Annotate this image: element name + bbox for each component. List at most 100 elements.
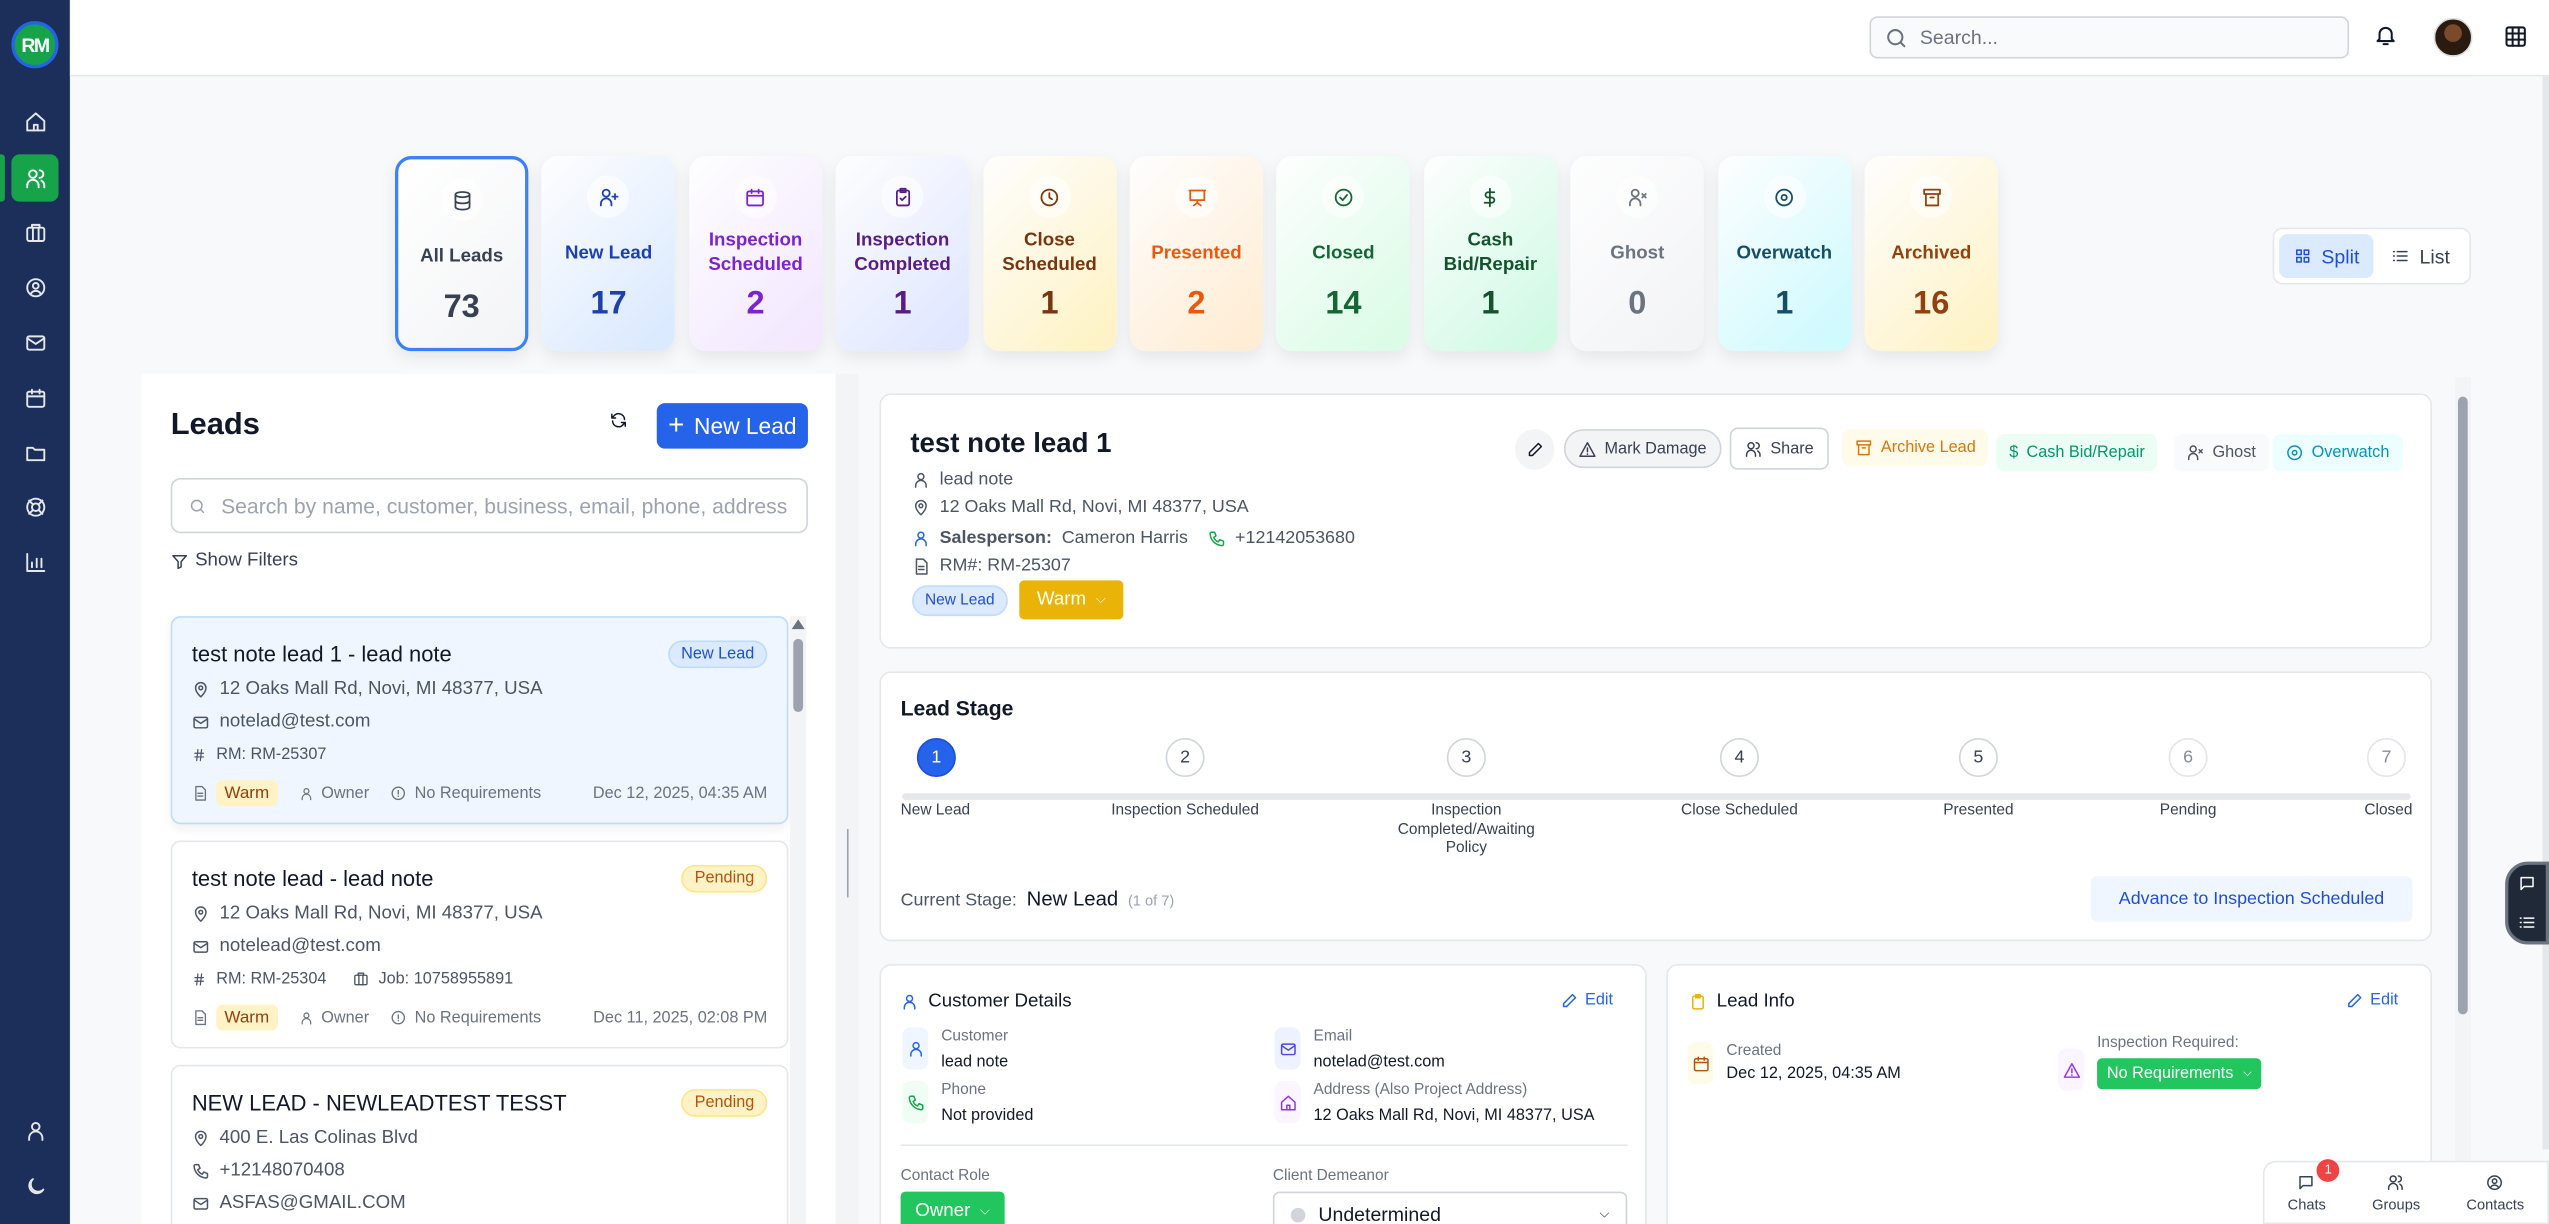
cash-bid-button[interactable]: $ Cash Bid/Repair	[1996, 434, 2158, 472]
sidebar-item-support[interactable]	[11, 483, 58, 530]
ghost-button[interactable]: Ghost	[2173, 434, 2269, 472]
sidebar-item-reports[interactable]	[11, 538, 58, 585]
new-lead-button[interactable]: + New Lead	[656, 403, 808, 449]
share-button[interactable]: Share	[1729, 427, 1829, 470]
lead-email: notelead@test.com	[219, 936, 381, 956]
contact-role-dropdown[interactable]: Owner ⌵	[900, 1191, 1005, 1224]
groups-button[interactable]: Groups	[2372, 1173, 2420, 1212]
stage-step-label: Inspection Scheduled	[1111, 801, 1259, 820]
refresh-icon[interactable]	[610, 411, 628, 429]
stage-step-6[interactable]: 6	[2168, 738, 2208, 778]
stage-step-7[interactable]: 7	[2366, 738, 2406, 778]
phone-field: Phone Not provided	[902, 1081, 1033, 1125]
stat-card-ghost[interactable]: Ghost 0	[1570, 156, 1704, 352]
leads-scrollbar[interactable]	[790, 616, 807, 1224]
split-divider[interactable]	[835, 373, 859, 1224]
client-demeanor-select[interactable]: Undetermined ⌵	[1272, 1191, 1628, 1224]
inspection-required-dropdown[interactable]: No Requirements ⌵	[2097, 1058, 2262, 1090]
sidebar-moon-button[interactable]	[11, 1162, 58, 1209]
stat-card-new-lead[interactable]: New Lead 17	[541, 156, 676, 352]
floating-chat-button[interactable]	[2505, 861, 2549, 945]
eye-icon	[2286, 444, 2304, 462]
edit-lead-info-button[interactable]: Edit	[2346, 992, 2398, 1010]
stat-card-close-scheduled[interactable]: Close Scheduled 1	[982, 156, 1117, 352]
archive-label: Archive Lead	[1880, 438, 1976, 457]
stat-card-presented[interactable]: Presented 2	[1129, 156, 1264, 352]
app-logo[interactable]: RM	[11, 21, 59, 69]
mark-damage-button[interactable]: Mark Damage	[1563, 429, 1722, 469]
user-x-icon	[2186, 444, 2204, 462]
chevron-down-icon: ⌵	[1599, 1206, 1610, 1221]
detail-scrollbar[interactable]	[2454, 377, 2471, 1224]
salesperson-phone[interactable]: +12142053680	[1235, 528, 1355, 548]
stage-step-3[interactable]: 3	[1446, 738, 1486, 778]
chats-button[interactable]: Chats 1	[2288, 1158, 2340, 1212]
scrollbar-thumb[interactable]	[793, 638, 804, 713]
scrollbar-thumb[interactable]	[2457, 396, 2468, 1015]
sidebar-user-button[interactable]	[11, 1107, 58, 1154]
scroll-up-arrow[interactable]	[791, 619, 805, 630]
stat-card-archived[interactable]: Archived 16	[1864, 156, 1998, 352]
archive-lead-button[interactable]: Archive Lead	[1841, 429, 1989, 467]
created-label: Created	[1726, 1042, 1782, 1060]
dollar-icon	[1469, 175, 1512, 218]
calendar-clock-icon	[1687, 1042, 1714, 1085]
edit-customer-button[interactable]: Edit	[1561, 992, 1613, 1010]
clipboard-check-icon	[881, 175, 924, 218]
stat-count: 73	[443, 289, 480, 326]
contacts-button[interactable]: Contacts	[2466, 1173, 2524, 1212]
archive-icon	[1910, 175, 1953, 218]
stage-step-1[interactable]: 1	[916, 738, 956, 778]
lead-card[interactable]: NEW LEAD - NEWLEADTEST TESST Pending 400 E…	[170, 1064, 789, 1224]
sidebar-item-home[interactable]	[11, 98, 58, 145]
split-view-button[interactable]: Split	[2279, 234, 2374, 278]
salesperson-name: Cameron Harris	[1061, 528, 1188, 548]
list-view-button[interactable]: List	[2377, 234, 2464, 278]
stage-step-4[interactable]: 4	[1719, 738, 1759, 778]
email-value[interactable]: notelad@test.com	[1313, 1053, 1445, 1072]
user-x-icon	[1616, 175, 1659, 218]
page-scrollbar[interactable]	[2542, 76, 2549, 1150]
resize-handle[interactable]	[846, 829, 849, 898]
user-icon	[902, 1027, 929, 1070]
user-icon	[912, 530, 930, 548]
lead-card[interactable]: test note lead - lead note Pending 12 Oaks…	[170, 840, 789, 1049]
mail-icon	[1274, 1027, 1301, 1070]
edit-lead-button[interactable]	[1515, 429, 1555, 470]
stat-label: Closed	[1312, 243, 1375, 263]
bell-icon[interactable]	[2373, 23, 2397, 47]
stage-step-5[interactable]: 5	[1958, 738, 1998, 778]
stat-label: Cash Bid/Repair	[1443, 230, 1538, 275]
overwatch-button[interactable]: Overwatch	[2272, 434, 2403, 472]
sidebar-item-leads[interactable]	[11, 154, 59, 202]
stat-card-inspection-completed[interactable]: Inspection Completed 1	[835, 156, 970, 352]
stat-card-overwatch[interactable]: Overwatch 1	[1717, 156, 1851, 352]
stat-card-closed[interactable]: Closed 14	[1276, 156, 1411, 352]
show-filters-button[interactable]: Show Filters	[171, 551, 298, 571]
global-search-input[interactable]: Search...	[1869, 16, 2350, 59]
lead-card[interactable]: test note lead 1 - lead note New Lead 12 O…	[170, 616, 789, 825]
sidebar-item-jobs[interactable]	[11, 208, 58, 255]
stat-card-cash-bid-repair[interactable]: Cash Bid/Repair 1	[1423, 156, 1558, 352]
sidebar-item-files[interactable]	[11, 429, 58, 476]
hash-icon	[192, 747, 207, 762]
sidebar-item-calendar[interactable]	[11, 374, 58, 421]
apps-grid-icon[interactable]	[2503, 24, 2527, 48]
avatar[interactable]	[2433, 17, 2473, 57]
edit-label: Edit	[1584, 991, 1614, 1010]
users-icon	[1744, 440, 1762, 458]
leads-search-input[interactable]: Search by name, customer, business, emai…	[170, 477, 808, 534]
map-pin-icon	[192, 1129, 210, 1147]
stage-step-2[interactable]: 2	[1165, 738, 1205, 778]
email-field: Email notelad@test.com	[1274, 1027, 1445, 1072]
sidebar-item-contacts[interactable]	[11, 263, 58, 310]
search-placeholder: Search...	[1919, 26, 1998, 49]
stage-progress-track	[902, 793, 2411, 800]
stat-card-inspection-scheduled[interactable]: Inspection Scheduled 2	[688, 156, 823, 352]
stat-card-all-leads[interactable]: All Leads 73	[395, 156, 529, 352]
stat-count: 16	[1913, 286, 1950, 322]
temperature-dropdown[interactable]: Warm ⌵	[1019, 580, 1124, 620]
advance-stage-button[interactable]: Advance to Inspection Scheduled	[2090, 876, 2413, 922]
sidebar-item-mail[interactable]	[11, 319, 58, 366]
stat-count: 1	[1040, 286, 1059, 322]
